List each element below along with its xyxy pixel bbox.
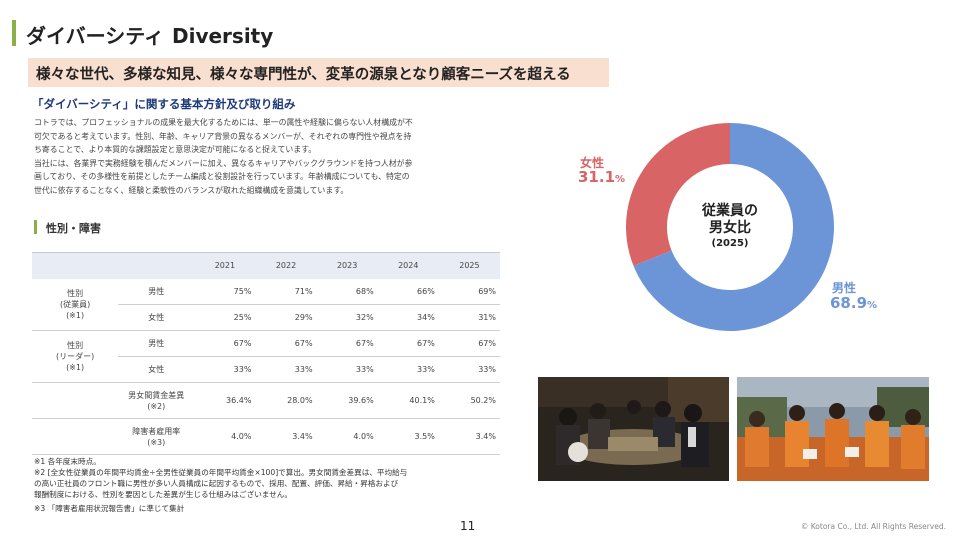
tagline-text: 様々な世代、多様な知見、様々な専門性が、変革の源泉となり顧客ニーズを超える — [36, 67, 571, 83]
row-label: 女性 — [118, 356, 195, 383]
diversity-stats-table: 2021 2022 2023 2024 2025 性別 (従業員) (※1) 男… — [32, 252, 500, 455]
group-label-employee: 性別 (従業員) (※1) — [32, 278, 119, 331]
row-label-wage-gap: 男女間賃金差異 (※2) — [118, 382, 195, 419]
cell-value: 28.0% — [255, 382, 317, 419]
cell-value: 66% — [377, 278, 439, 305]
cell-value: 75% — [194, 278, 256, 305]
cell-value: 32% — [316, 304, 378, 331]
page-title-en: Diversity — [172, 24, 274, 48]
table-row: 障害者雇用率 (※3) 4.0% 3.4% 4.0% 3.5% 3.4% — [32, 418, 500, 455]
table-row: 男女間賃金差異 (※2) 36.4% 28.0% 39.6% 40.1% 50.… — [32, 382, 500, 419]
donut-center-year: (2025) — [711, 238, 749, 249]
donut-center-line: 従業員の — [702, 203, 758, 219]
cell-value: 67% — [255, 330, 317, 357]
cell-value: 40.1% — [377, 382, 439, 419]
footnote-2-line: ※2 [全女性従業員の年間平均賃金÷全男性従業員の年間平均賃金×100]で算出。… — [34, 468, 408, 477]
cell-value: 33% — [438, 356, 500, 383]
row-label: 男性 — [118, 330, 195, 357]
cell-value: 31% — [438, 304, 500, 331]
cell-value: 67% — [377, 330, 439, 357]
table-row: 女性 25% 29% 32% 34% 31% — [32, 304, 500, 331]
row-label: 女性 — [118, 304, 195, 331]
team-event-photo — [737, 377, 929, 481]
copyright: © Kotora Co., Ltd. All Rights Reserved. — [800, 522, 946, 531]
cell-value: 33% — [194, 356, 256, 383]
male-label: 男性 — [832, 281, 857, 295]
policy-body: コトラでは、プロフェッショナルの成果を最大化するためには、単一の属性や経験に偏ら… — [34, 116, 486, 197]
group-label-leader: 性別 (リーダー) (※1) — [32, 330, 119, 383]
header-blank — [118, 252, 195, 279]
policy-line: 可欠であると考えています。性別、年齢、キャリア背景の異なるメンバーが、それぞれの… — [34, 131, 412, 141]
cell-value: 67% — [316, 330, 378, 357]
table-row: 女性 33% 33% 33% 33% 33% — [32, 356, 500, 383]
policy-line: 世代に依存することなく、経験と柔軟性のバランスが取れた組織構成を意識しています。 — [34, 185, 349, 195]
footnotes: ※1 各年度末時点。 ※2 [全女性従業員の年間平均賃金÷全男性従業員の年間平均… — [34, 456, 504, 514]
policy-line: 画しており、その多様性を前提としたチーム編成と役割設計を行っています。年齢構成に… — [34, 172, 410, 181]
cell-value: 69% — [438, 278, 500, 305]
team-dinner-photo — [538, 377, 729, 481]
page-title-jp: ダイバーシティ — [26, 24, 164, 48]
row-label: 男性 — [118, 278, 195, 305]
section-title: 性別・障害 — [46, 222, 101, 235]
footnote-1: ※1 各年度末時点。 — [34, 457, 101, 466]
page-title: ダイバーシティ Diversity — [26, 20, 273, 49]
row-label-disability: 障害者雇用率 (※3) — [118, 418, 195, 455]
page-number: 11 — [460, 519, 476, 533]
cell-value: 29% — [255, 304, 317, 331]
cell-value: 4.0% — [316, 418, 378, 455]
cell-value: 39.6% — [316, 382, 378, 419]
female-label: 女性 — [580, 156, 605, 170]
row-blank — [32, 418, 119, 455]
female-value: 31.1% — [578, 168, 626, 186]
footnote-3: ※3 「障害者雇用状況報告書」に準じて集計 — [34, 504, 185, 513]
footnote-2-line: の高い正社員のフロント職に男性が多い人員構成に起因するもので、採用、配置、評価、… — [34, 479, 399, 488]
row-blank — [32, 382, 119, 419]
cell-value: 3.4% — [255, 418, 317, 455]
header-year: 2021 — [194, 252, 256, 279]
cell-value: 50.2% — [438, 382, 500, 419]
cell-value: 4.0% — [194, 418, 256, 455]
cell-value: 33% — [255, 356, 317, 383]
cell-value: 3.4% — [438, 418, 500, 455]
title-accent-bar — [12, 20, 16, 46]
donut-center-line: 男女比 — [709, 220, 751, 236]
header-year: 2023 — [316, 252, 378, 279]
footnote-2-line: 報酬制度における、性別を要因とした差異が生じる仕組みはございません。 — [34, 490, 292, 499]
cell-value: 36.4% — [194, 382, 256, 419]
cell-value: 3.5% — [377, 418, 439, 455]
cell-value: 25% — [194, 304, 256, 331]
table-row: 性別 (従業員) (※1) 男性 75% 71% 68% 66% 69% — [32, 278, 500, 331]
policy-line: ち寄ることで、より本質的な課題設定と意思決定が可能になると捉えています。 — [34, 145, 317, 154]
policy-heading: 「ダイバーシティ」に関する基本方針及び取り組み — [32, 97, 296, 111]
cell-value: 67% — [194, 330, 256, 357]
cell-value: 71% — [255, 278, 317, 305]
donut-slice-female — [626, 123, 730, 266]
table-header-row: 2021 2022 2023 2024 2025 — [32, 252, 500, 279]
cell-value: 34% — [377, 304, 439, 331]
header-blank — [32, 252, 119, 279]
cell-value: 67% — [438, 330, 500, 357]
gender-ratio-donut-chart — [626, 123, 834, 331]
table-row: 性別 (リーダー) (※1) 男性 67% 67% 67% 67% 67% — [32, 330, 500, 383]
section-accent-bar — [34, 220, 37, 234]
male-value: 68.9% — [830, 294, 878, 312]
cell-value: 33% — [377, 356, 439, 383]
cell-value: 33% — [316, 356, 378, 383]
policy-line: コトラでは、プロフェッショナルの成果を最大化するためには、単一の属性や経験に偏ら… — [34, 118, 413, 127]
policy-line: 当社には、各業界で実務経験を積んだメンバーに加え、異なるキャリアやバックグラウン… — [34, 158, 413, 168]
cell-value: 68% — [316, 278, 378, 305]
header-year: 2022 — [255, 252, 317, 279]
header-year: 2024 — [377, 252, 439, 279]
tagline-banner: 様々な世代、多様な知見、様々な専門性が、変革の源泉となり顧客ニーズを超える — [28, 58, 609, 87]
donut-slice-male — [633, 123, 834, 331]
header-year: 2025 — [438, 252, 500, 279]
